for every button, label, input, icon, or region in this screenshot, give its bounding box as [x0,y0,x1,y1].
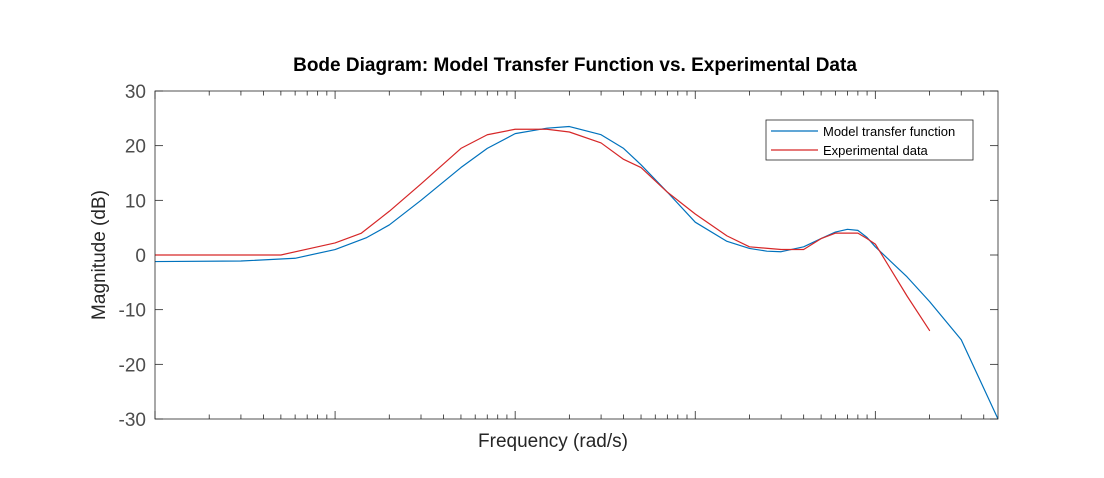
y-tick-label: -10 [119,301,146,322]
x-axis-label: Frequency (rad/s) [478,431,628,452]
y-tick-label: -30 [119,410,146,431]
series-layer [155,125,998,419]
legend-box [765,119,974,161]
legend: Model transfer function Experimental dat… [765,119,974,161]
legend-label-model: Model transfer function [823,124,955,139]
y-tick-label: 30 [125,82,146,103]
y-tick-label: 20 [125,137,146,158]
series-line-experimental [155,128,931,332]
y-tick-labels: 30 20 10 0 -10 -20 -30 [119,82,146,431]
y-axis-label: Magnitude (dB) [89,190,110,320]
series-line-model [155,125,998,419]
y-tick-label: 10 [125,191,146,212]
chart-title: Bode Diagram: Model Transfer Function vs… [293,55,857,76]
axes-box [154,90,999,420]
legend-label-experimental: Experimental data [823,143,929,158]
y-tick-label: 0 [135,246,146,267]
y-tick-label: -20 [119,355,146,376]
minor-ticks [208,91,985,419]
